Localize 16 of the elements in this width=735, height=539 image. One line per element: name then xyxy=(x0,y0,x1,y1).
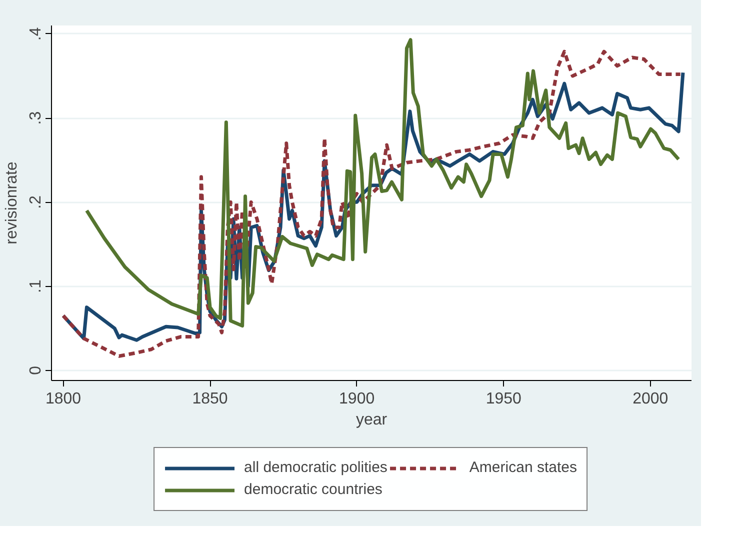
y-tick-label: .4 xyxy=(28,27,44,41)
line-series xyxy=(84,38,680,328)
y-tick-label: .3 xyxy=(28,111,44,125)
y-tick-label: .1 xyxy=(28,280,44,293)
y-tick-label: .2 xyxy=(28,195,44,209)
y-tick-label: 0 xyxy=(28,366,44,375)
x-tick-label: 1950 xyxy=(486,390,522,408)
x-axis-title: year xyxy=(356,412,388,428)
y-axis-title: revisionrate xyxy=(4,162,20,244)
legend-label: American states xyxy=(469,459,577,476)
x-tick-label: 2000 xyxy=(632,390,668,408)
x-tick-label: 1900 xyxy=(339,390,375,408)
legend-label: democratic countries xyxy=(244,481,382,498)
x-tick-label: 1850 xyxy=(192,390,228,408)
x-tick-label: 1800 xyxy=(45,390,82,408)
legend-label: all democratic polities xyxy=(244,459,388,476)
